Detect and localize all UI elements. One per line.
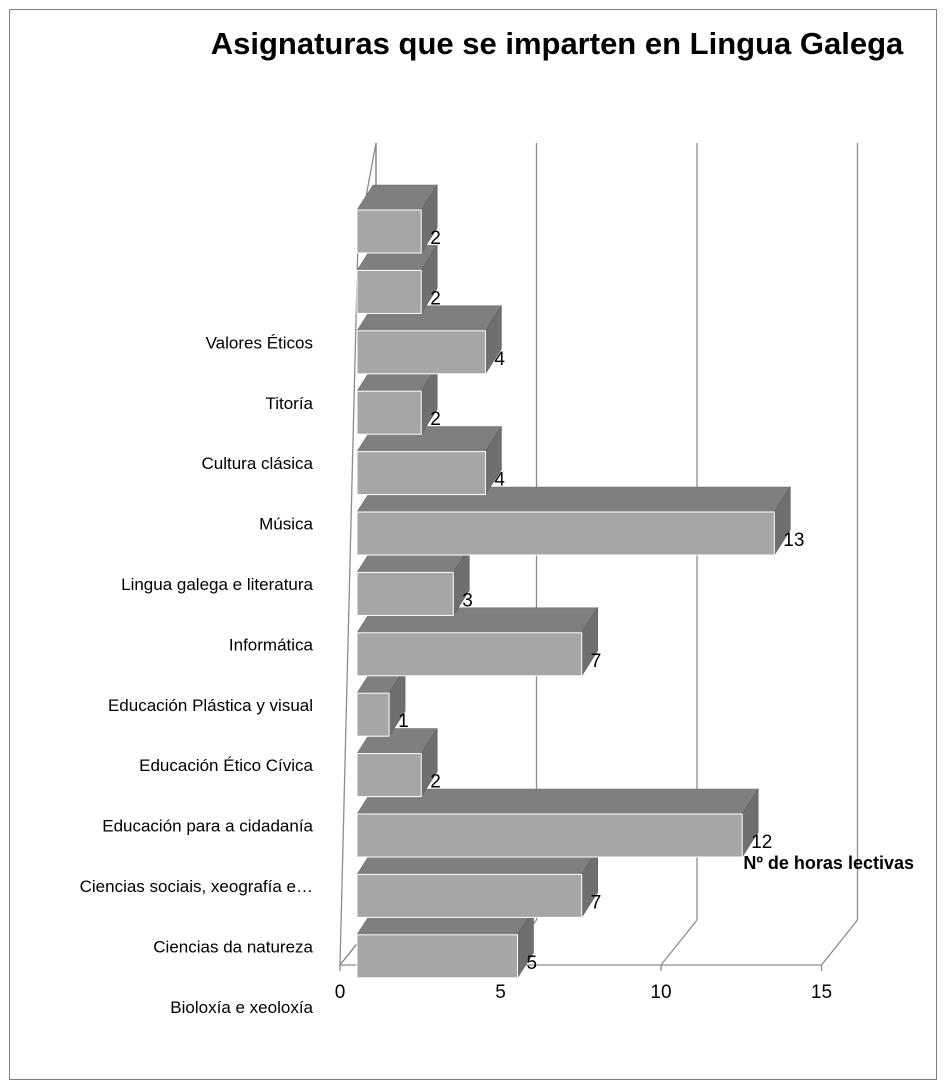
bar — [356, 692, 390, 737]
category-label: Educación Ético Cívica — [139, 756, 313, 775]
x-axis-title: Nº de horas lectivas — [743, 853, 914, 873]
data-label: 3 — [462, 590, 473, 611]
gridline-floor — [660, 919, 698, 966]
bar-chart: Asignaturas que se imparten en Lingua Ga… — [80, 26, 914, 1017]
data-label: 7 — [591, 892, 602, 913]
data-label: 2 — [430, 772, 441, 793]
bar — [356, 269, 422, 314]
x-tick-label: 0 — [335, 982, 346, 1003]
bars-layer — [356, 183, 791, 979]
bar — [356, 632, 583, 677]
x-tick-label: 10 — [650, 982, 671, 1003]
bar — [356, 390, 422, 435]
data-label: 7 — [591, 651, 602, 672]
category-label: Música — [259, 515, 313, 534]
category-label: Lingua galega e literatura — [121, 575, 313, 594]
labels-layer: 0 5 10 15 5 Bioloxía e xeoloxía 7 Ciencias da n… — [80, 228, 832, 1017]
data-label: 13 — [783, 530, 804, 551]
bar — [356, 813, 743, 858]
bar — [356, 934, 518, 979]
bar — [356, 571, 454, 616]
category-label: Bioloxía e xeoloxía — [170, 998, 313, 1017]
bar — [356, 753, 422, 798]
data-label: 1 — [398, 711, 409, 732]
category-label: Ciencias sociais, xeografía e… — [80, 877, 313, 896]
category-label: Titoría — [265, 394, 313, 413]
data-label: 4 — [494, 349, 505, 370]
category-label: Ciencias da natureza — [153, 937, 313, 956]
bar — [356, 451, 486, 496]
category-label: Cultura clásica — [202, 454, 314, 473]
category-label: Educación Plástica y visual — [108, 696, 313, 715]
chart-frame: Asignaturas que se imparten en Lingua Ga… — [9, 9, 937, 1080]
data-label: 2 — [430, 228, 441, 249]
data-label: 2 — [430, 409, 441, 430]
category-label: Informática — [229, 635, 314, 654]
bar — [356, 209, 422, 254]
x-tick-label: 15 — [811, 982, 832, 1003]
x-tick-label: 5 — [495, 982, 506, 1003]
data-label: 5 — [527, 953, 538, 974]
category-label: Educación para a cidadanía — [102, 817, 313, 836]
data-label: 12 — [751, 832, 772, 853]
bar — [356, 330, 486, 375]
category-label: Valores Éticos — [206, 333, 313, 352]
data-label: 4 — [494, 470, 505, 491]
bar — [356, 511, 775, 556]
gridline-floor — [820, 919, 859, 966]
bar — [356, 873, 583, 918]
chart-title: Asignaturas que se imparten en Lingua Ga… — [211, 26, 904, 61]
data-label: 2 — [430, 288, 441, 309]
